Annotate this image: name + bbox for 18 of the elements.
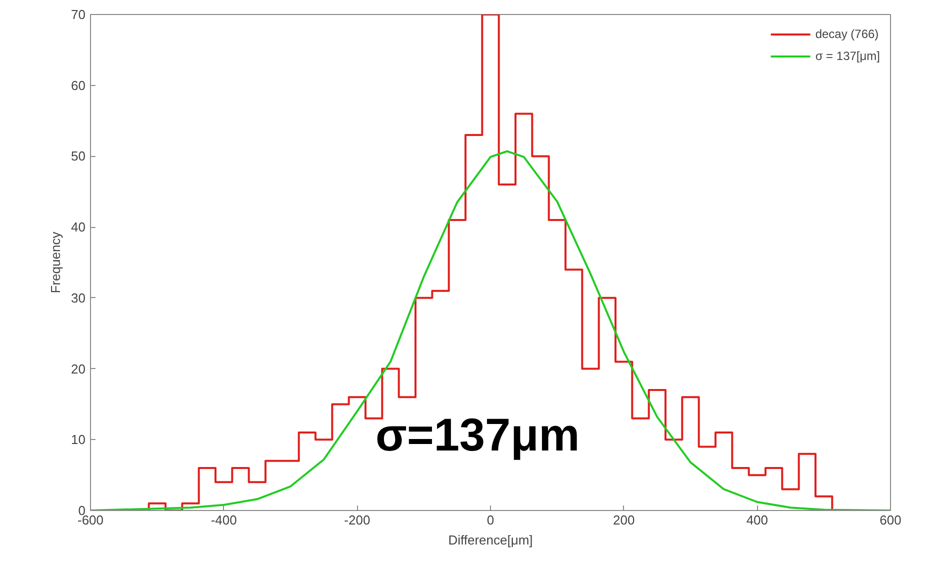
y-tick-label: 10 [71,432,86,448]
x-tick-label: 400 [746,512,768,528]
legend-label: σ = 137[μm] [815,49,880,63]
y-tick-label: 60 [71,78,86,93]
y-tick-label: 70 [71,7,86,22]
legend-label: decay (766) [815,27,879,41]
annotation: σ=137μm [376,408,580,460]
x-tick-label: -200 [344,512,370,528]
x-tick-label: 0 [486,512,494,528]
x-axis-title: Difference[μm] [448,532,533,548]
x-tick-label: 600 [880,512,902,528]
y-axis-title: Frequency [48,231,64,294]
x-tick-label: 200 [612,512,635,528]
y-tick-label: 40 [71,220,86,235]
y-tick-label: 50 [71,148,86,164]
x-tick-label: -400 [210,512,237,528]
y-tick-label: 20 [71,361,86,376]
y-tick-label: 30 [71,290,86,306]
